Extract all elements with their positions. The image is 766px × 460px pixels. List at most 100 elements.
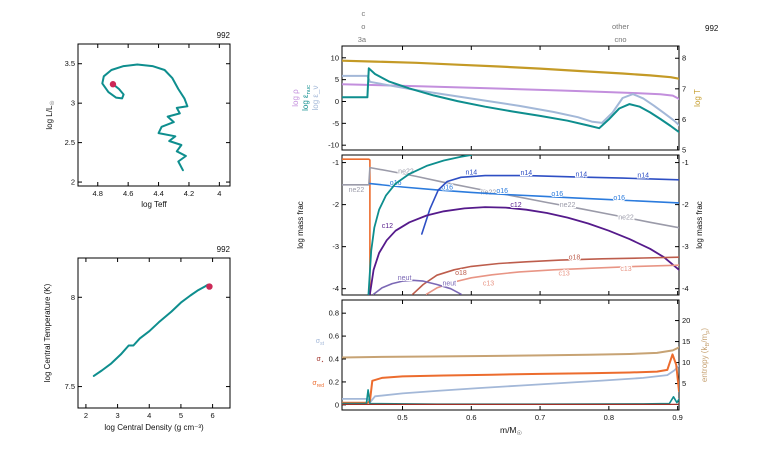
y-tick-label: 0 [335,97,339,106]
mix-ylabel-right: entropy (kB/mp) [700,328,711,383]
hr-panel-frame [77,43,231,187]
y2-tick-label: 20 [682,316,690,325]
species-label-o18: o18 [569,255,581,262]
series-log-T [342,59,679,80]
series-sigma-red [342,353,679,404]
trho-xlabel: log Central Density (g cm⁻³) [104,423,204,432]
species-label-c12: c12 [382,223,393,230]
y2-tick-label: -3 [682,242,689,251]
y-tick-label: -1 [332,158,339,167]
species-label-o16: o16 [613,195,625,202]
species-label-ne22: ne22 [398,168,414,175]
abund-panel-frame [341,154,680,296]
species-label-o16: o16 [551,191,563,198]
x-tick-label: 5 [179,411,183,420]
model-number: 992 [217,31,231,40]
x-tick-label: 2 [84,411,88,420]
series-n14 [420,174,679,235]
x-tick-label: 4.8 [93,189,103,198]
trho-panel-frame [77,257,231,409]
series-o18 [411,256,679,295]
species-label-n14: n14 [520,170,532,177]
x-tick-label: 4.4 [153,189,163,198]
hr-ylabel: log L/L☉ [45,100,56,129]
mix-panel: 0.5 0.6 0.7 0.8 0.9 0 0.2 0.4 0.6 0.8 5 10 15 20 [329,299,690,422]
y-tick-label: -4 [332,284,339,293]
series-neut [372,279,462,295]
series-evolution-track [101,63,189,172]
mix-ylabel-2: σred [312,380,324,389]
series-orange-step [342,158,371,295]
species-label-c13: c13 [620,266,631,273]
series-c13 [425,264,679,295]
series-log-eps-nu [342,74,679,127]
species-label-neut: neut [442,280,456,287]
species-label-o16: o16 [441,184,453,191]
y-tick-label: -10 [328,141,339,150]
y2-tick-label: 5 [682,146,686,155]
species-label-ne22: ne22 [618,215,634,222]
species-label-n14: n14 [637,173,649,180]
power-ylabel-1: log εnuc [301,85,312,111]
species-label-c13: c13 [483,280,494,287]
y2-tick-label: -1 [682,158,689,167]
y-tick-label: 3.5 [65,59,75,68]
x-tick-label: 0.9 [672,413,682,422]
species-label-neut: neut [398,275,412,282]
y-tick-label: 2.5 [65,138,75,147]
x-tick-label: 0.7 [535,413,545,422]
model-number: 992 [217,245,231,254]
power-ylabel-2: log ε_ν [311,86,320,111]
y-tick-label: -3 [332,242,339,251]
y-tick-label: 3 [71,99,75,108]
model-number: 992 [705,24,719,33]
series-log-rho [342,83,679,100]
burn-zone-label-other: other [612,22,630,31]
y-tick-label: 2 [71,178,75,187]
species-label-o16: o16 [496,188,508,195]
y2-tick-label: 7 [682,84,686,93]
series-o16 [369,182,679,204]
abund-ylabel: log mass frac [296,201,305,249]
x-tick-label: 4.6 [123,189,133,198]
y2-tick-label: -4 [682,284,689,293]
y2-tick-label: 8 [682,54,686,63]
y2-tick-label: -2 [682,200,689,209]
species-label-n14: n14 [465,170,477,177]
x-tick-label: 4 [217,189,221,198]
species-label-ne22: ne22 [349,187,365,194]
y-tick-label: 7.5 [65,382,75,391]
series-c12 [368,206,679,295]
mix-ylabel-1: σ⋆ [317,356,324,365]
y-tick-label: 0.8 [329,309,339,318]
y-tick-label: 0.6 [329,332,339,341]
y-tick-label: 0.2 [329,377,339,386]
species-label-n14: n14 [575,171,587,178]
burn-zone-label-o: o [361,22,365,31]
species-label-c13: c13 [558,271,569,278]
y2-tick-label: 5 [682,379,686,388]
hr-panel: 4.8 4.6 4.4 4.2 4 2 2.5 3 3.5 992 [65,31,231,198]
x-tick-label: 0.8 [604,413,614,422]
y-tick-label: 5 [335,75,339,84]
series-teal-spike [342,389,679,406]
y-tick-label: 0.4 [329,355,339,364]
series-teal-rise [367,155,473,295]
y-tick-label: 0 [335,400,339,409]
burn-zone-label-3a: 3a [358,35,367,44]
species-label-o18: o18 [455,270,467,277]
species-label-ne22: ne22 [560,202,576,209]
current-model-marker [206,283,213,290]
series-ne22 [342,166,679,229]
power-ylabel-right: log T [693,89,702,107]
mix-ylabel-0: σst [316,338,325,347]
power-ylabel-0: log ρ [291,89,300,107]
y-tick-label: -5 [332,119,339,128]
y2-tick-label: 6 [682,115,686,124]
y-tick-label: 10 [331,53,339,62]
burn-zone-label-cno: cno [614,35,626,44]
trho-panel: 2 3 4 5 6 7.5 8 992 [65,245,231,420]
hr-xlabel: log Teff [141,200,167,209]
